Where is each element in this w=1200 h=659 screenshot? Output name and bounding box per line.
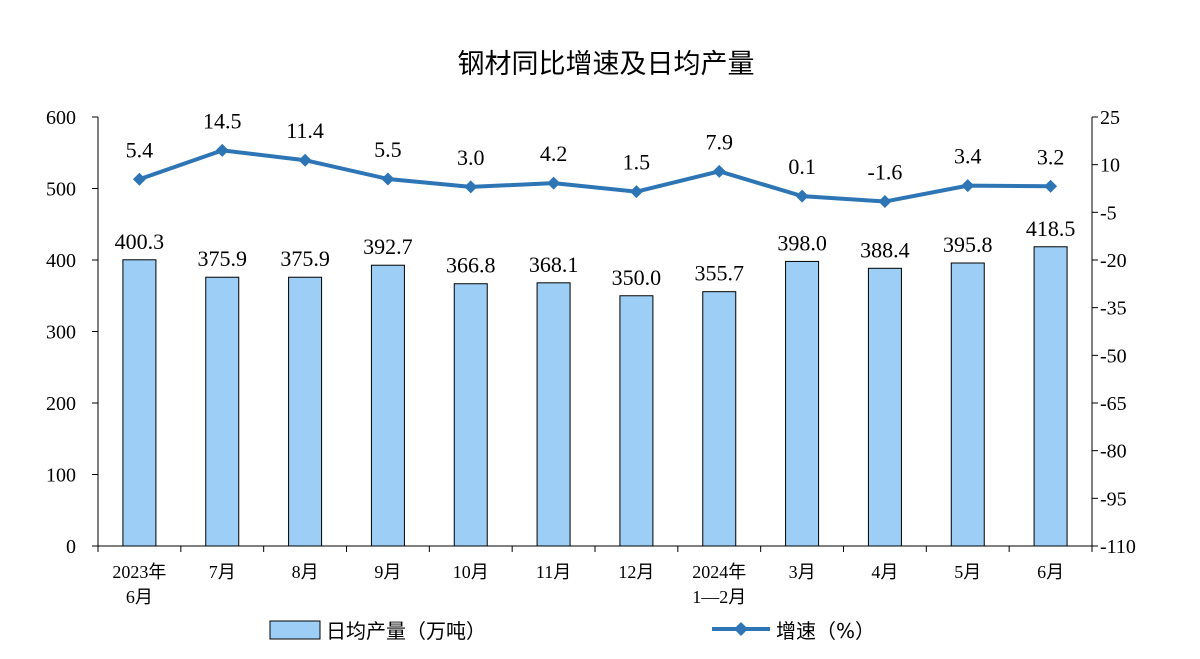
chart-title: 钢材同比增速及日均产量	[458, 49, 755, 80]
y-right-tick-label: -5	[1100, 202, 1117, 224]
line-data-label: 14.5	[203, 108, 242, 133]
y-left-tick-label: 100	[46, 465, 76, 487]
y-left-tick-label: 500	[46, 179, 76, 201]
x-axis-tick-labels: 2023年 6月 7月 8月 9月 10月 11月 12月 2024年 1—2月 3月 4月 5月 6月	[112, 562, 1064, 607]
line-marker	[878, 195, 892, 209]
bar-data-label: 395.8	[943, 232, 993, 257]
y-right-tick-label: -65	[1100, 393, 1127, 415]
line-marker	[132, 172, 146, 186]
line-marker	[795, 189, 809, 203]
line-marker	[547, 176, 561, 190]
x-tick-label: 2023年	[112, 562, 166, 582]
line-data-label: 1.5	[623, 150, 651, 175]
bar-data-label: 388.4	[860, 237, 910, 262]
line-data-label: 11.4	[286, 118, 324, 143]
bar	[702, 291, 737, 547]
legend-bar-swatch	[269, 620, 321, 640]
line-data-label: 0.1	[788, 154, 816, 179]
line-marker	[381, 172, 395, 186]
bar	[205, 276, 240, 547]
line-marker	[464, 180, 478, 194]
legend-line-marker	[734, 622, 748, 636]
x-tick-label: 10月	[453, 562, 489, 582]
y-right-tick-label: 25	[1100, 107, 1120, 129]
y-left-tick-label: 0	[66, 536, 76, 558]
x-tick-label: 7月	[209, 562, 236, 582]
growth-line	[138, 148, 1051, 204]
x-tick-label: 9月	[374, 562, 401, 582]
bar	[122, 259, 157, 547]
bar-data-label: 368.1	[529, 252, 579, 277]
y-right-tick-label: -50	[1100, 345, 1127, 367]
line-series	[132, 143, 1058, 209]
bar-data-label: 400.3	[115, 229, 165, 254]
line-data-label: -1.6	[868, 160, 903, 185]
bar-data-label: 366.8	[446, 253, 496, 278]
x-tick-label: 11月	[536, 562, 571, 582]
bar-data-label: 375.9	[198, 246, 248, 271]
bar	[370, 264, 405, 547]
x-tick-label: 6月	[1037, 562, 1064, 582]
line-data-label: 5.5	[374, 137, 402, 162]
legend-bar-label: 日均产量（万吨）	[326, 619, 486, 643]
y-right-tick-label: -35	[1100, 298, 1127, 320]
bar-data-label: 350.0	[612, 265, 662, 290]
y-right-tick-label: -80	[1100, 441, 1127, 463]
line-marker	[961, 179, 975, 193]
line-marker	[712, 164, 726, 178]
bar	[453, 283, 488, 547]
bar	[867, 267, 902, 547]
line-data-label: 4.2	[540, 141, 568, 166]
bar-data-labels: 400.3 375.9 375.9 392.7 366.8 368.1 350.0 355.7…	[115, 216, 1076, 290]
x-tick-label: 8月	[292, 562, 319, 582]
bar	[1033, 246, 1068, 547]
y-left-tick-label: 200	[46, 393, 76, 415]
x-tick-label: 1—2月	[692, 587, 746, 607]
y-right-tick-label: 10	[1100, 155, 1120, 177]
line-data-label: 3.2	[1037, 144, 1065, 169]
bar-data-label: 398.0	[777, 230, 827, 255]
bar	[619, 295, 654, 547]
y-left-tick-label: 400	[46, 250, 76, 272]
line-marker	[1044, 179, 1058, 193]
bar	[785, 260, 820, 547]
bar-series	[122, 246, 1068, 547]
x-tick-label: 6月	[126, 587, 153, 607]
bar	[536, 282, 571, 547]
bar-data-label: 418.5	[1026, 216, 1076, 241]
x-tick-label: 5月	[954, 562, 981, 582]
y-right-tick-label: -20	[1100, 250, 1127, 272]
line-data-label: 3.4	[954, 144, 982, 169]
bar-data-label: 375.9	[280, 246, 330, 271]
bar-data-label: 355.7	[695, 261, 745, 286]
bar	[950, 262, 985, 547]
x-tick-label: 3月	[789, 562, 816, 582]
line-data-label: 3.0	[457, 145, 485, 170]
axes: 0 100 200 300 400 500 600 25 10 -5 -20 -35 -50 -65 -80…	[46, 107, 1136, 558]
legend: 日均产量（万吨） 增速（%）	[269, 619, 875, 643]
line-data-label: 5.4	[126, 137, 154, 162]
x-tick-label: 4月	[871, 562, 898, 582]
y-right-tick-label: -110	[1100, 536, 1136, 558]
y-left-tick-label: 600	[46, 107, 76, 129]
bar-data-label: 392.7	[363, 234, 413, 259]
line-marker	[298, 153, 312, 167]
line-marker	[215, 143, 229, 157]
line-marker	[629, 185, 643, 199]
line-data-label: 7.9	[706, 129, 734, 154]
bar	[288, 276, 323, 547]
y-left-tick-label: 300	[46, 322, 76, 344]
line-data-labels: 5.4 14.5 11.4 5.5 3.0 4.2 1.5 7.9 0.1 -1.6 3.4 3.2	[126, 108, 1065, 184]
y-right-tick-label: -95	[1100, 488, 1127, 510]
legend-line-label: 增速（%）	[776, 619, 875, 643]
x-tick-label: 12月	[618, 562, 654, 582]
x-tick-label: 2024年	[692, 562, 746, 582]
